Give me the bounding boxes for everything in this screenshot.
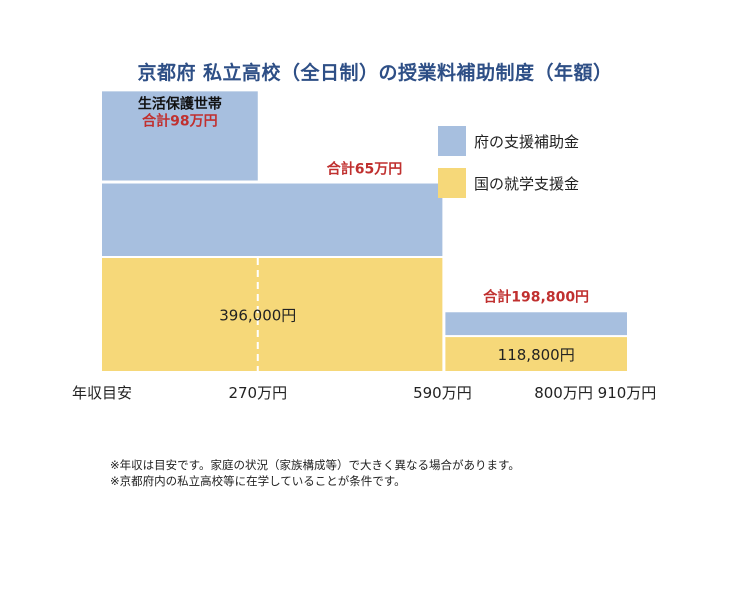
total-label-2: 合計198,800円 — [483, 288, 589, 305]
legend-swatch-prefecture — [438, 126, 466, 156]
x-tick-label: 800万円 — [534, 384, 593, 402]
footnotes: ※年収は目安です。家庭の状況（家族構成等）で大きく異なる場合があります。 ※京都… — [110, 457, 520, 489]
footnote-2: ※京都府内の私立高校等に在学していることが条件です。 — [110, 474, 406, 488]
x-tick-label: 910万円 — [598, 384, 657, 402]
x-tick-label: 590万円 — [413, 384, 472, 402]
bar-national-segment-2 — [445, 337, 627, 371]
legend-label-prefecture: 府の支援補助金 — [474, 133, 579, 151]
x-tick-label: 270万円 — [228, 384, 287, 402]
bar-prefecture-segment-1 — [102, 183, 443, 256]
chart-title: 京都府 私立高校（全日制）の授業料補助制度（年額） — [137, 62, 613, 84]
welfare-total-label: 合計98万円 — [142, 112, 217, 129]
legend-swatch-national — [438, 168, 466, 198]
footnote-1: ※年収は目安です。家庭の状況（家族構成等）で大きく異なる場合があります。 — [110, 458, 520, 472]
x-axis-label: 年収目安 — [72, 384, 132, 402]
bar-prefecture-segment-2 — [445, 312, 627, 336]
bar-national-segment-1 — [102, 258, 443, 371]
national-value-label-1: 396,000円 — [219, 307, 296, 325]
national-value-label-2: 118,800円 — [498, 346, 575, 364]
legend-label-national: 国の就学支援金 — [474, 175, 579, 193]
total-label-1: 合計65万円 — [327, 161, 402, 178]
welfare-name-label: 生活保護世帯 — [138, 95, 222, 112]
welfare-box — [102, 91, 258, 181]
